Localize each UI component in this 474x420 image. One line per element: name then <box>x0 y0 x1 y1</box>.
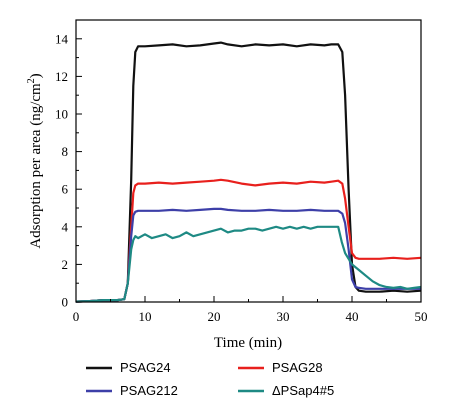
series-line-2 <box>75 178 422 303</box>
y-axis-ticks <box>76 38 82 303</box>
y-tick-label: 4 <box>62 219 69 234</box>
y-tick-label: 10 <box>55 107 68 122</box>
legend-item-4: ΔPSap4#5 <box>238 383 334 398</box>
y-tick-label: 6 <box>62 182 69 197</box>
x-tick-label: 10 <box>139 309 152 324</box>
series-line-1 <box>75 41 422 303</box>
y-axis-title: Adsorption per area (ng/cm2) <box>26 73 44 248</box>
x-axis-title: Time (min) <box>214 335 282 351</box>
legend-label: PSAG24 <box>120 360 171 375</box>
y-tick-label: 0 <box>62 295 69 310</box>
plot-lines <box>75 41 422 303</box>
x-tick-label: 40 <box>346 309 359 324</box>
legend-label: ΔPSap4#5 <box>272 383 334 398</box>
x-axis-ticks <box>75 296 422 302</box>
x-tick-label: 50 <box>415 309 428 324</box>
y-axis-title-main: Adsorption per area (ng/cm <box>28 83 44 249</box>
series-line-3 <box>75 207 421 303</box>
legend-item-2: PSAG28 <box>238 360 323 375</box>
x-axis-tick-labels: 0 10 20 30 40 50 <box>73 309 428 324</box>
y-tick-label: 14 <box>55 31 69 46</box>
y-axis-title-superscript: 2 <box>26 78 37 83</box>
legend-item-3: PSAG212 <box>86 383 178 398</box>
legend: PSAG24 PSAG28 PSAG212 ΔPSap4#5 <box>86 360 334 398</box>
x-tick-label: 20 <box>208 309 221 324</box>
x-tick-label: 0 <box>73 309 80 324</box>
y-axis-title-tail: ) <box>28 73 44 78</box>
y-tick-label: 2 <box>62 257 69 272</box>
legend-label: PSAG28 <box>272 360 323 375</box>
series-line-4 <box>75 225 422 303</box>
y-axis-tick-labels: 0 2 4 6 8 10 12 14 <box>55 31 69 309</box>
legend-label: PSAG212 <box>120 383 178 398</box>
y-tick-label: 8 <box>62 144 69 159</box>
y-tick-label: 12 <box>55 69 68 84</box>
legend-item-1: PSAG24 <box>86 360 171 375</box>
x-tick-label: 30 <box>277 309 290 324</box>
